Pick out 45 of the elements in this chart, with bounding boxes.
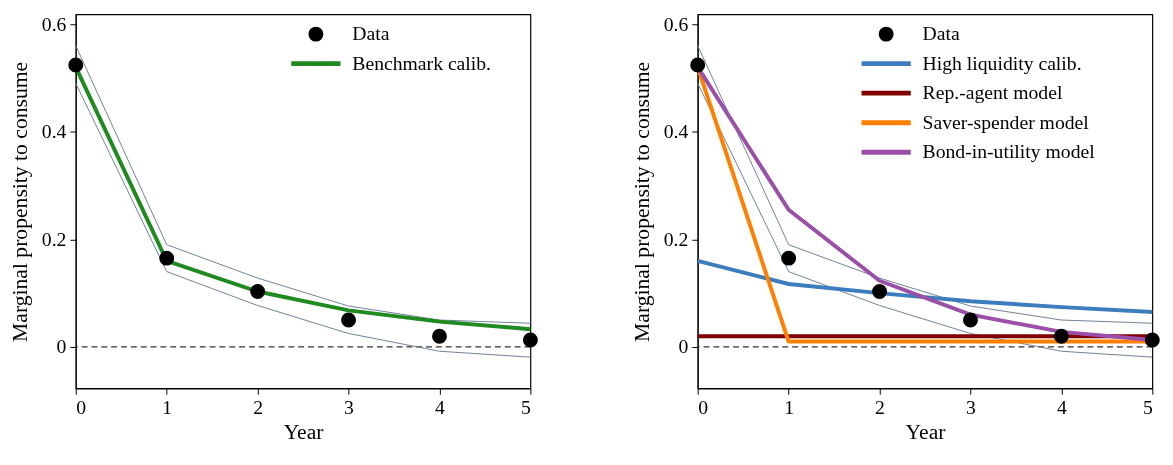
point	[781, 250, 797, 266]
legend-label: Bond-in-utility model	[922, 140, 1096, 163]
x-tick-label: 4	[1056, 396, 1067, 419]
x-tick-label: 0	[76, 396, 87, 419]
point	[250, 284, 266, 299]
y-tick-label: 0.6	[663, 12, 689, 35]
point	[1053, 328, 1069, 344]
x-tick-label: 5	[1142, 396, 1153, 419]
y-tick-label: 0.2	[41, 227, 67, 250]
x-tick-label: 1	[162, 396, 173, 419]
point	[341, 312, 357, 328]
y-axis-title: Marginal propensity to consume	[8, 61, 33, 342]
y-tick-label: 0.4	[663, 120, 689, 143]
legend-label: Rep.-agent model	[922, 81, 1063, 104]
x-tick-label: 3	[966, 396, 977, 419]
line-series	[75, 82, 531, 358]
point	[872, 284, 888, 299]
point	[432, 328, 447, 344]
legend-label: Saver-spender model	[922, 110, 1090, 133]
point	[159, 250, 175, 266]
x-tick-label: 4	[435, 396, 446, 419]
x-tick-label: 2	[875, 396, 885, 419]
point	[690, 57, 706, 73]
x-tick-label: 1	[784, 396, 795, 419]
legend-label: Benchmark calib.	[352, 51, 492, 74]
y-tick-label: 0.6	[41, 12, 67, 35]
legend-label: High liquidity calib.	[922, 51, 1082, 74]
legend-label: Data	[922, 22, 960, 44]
y-tick-label: 0.4	[41, 120, 67, 143]
point	[963, 312, 978, 328]
point	[68, 57, 84, 73]
legend-label: Data	[352, 22, 390, 44]
x-tick-label: 5	[521, 396, 532, 419]
point	[522, 332, 538, 348]
x-tick-label: 0	[698, 396, 709, 419]
y-axis-title: Marginal propensity to consume	[629, 61, 654, 342]
x-axis-title: Year	[283, 420, 325, 445]
line-series	[695, 258, 1155, 314]
x-axis-title: Year	[905, 420, 947, 445]
point	[1144, 332, 1160, 348]
y-tick-label: 0.2	[663, 227, 689, 250]
y-tick-label: 0	[678, 335, 689, 358]
x-tick-label: 2	[253, 396, 264, 419]
y-tick-label: 0	[56, 335, 67, 358]
x-tick-label: 3	[344, 396, 355, 419]
